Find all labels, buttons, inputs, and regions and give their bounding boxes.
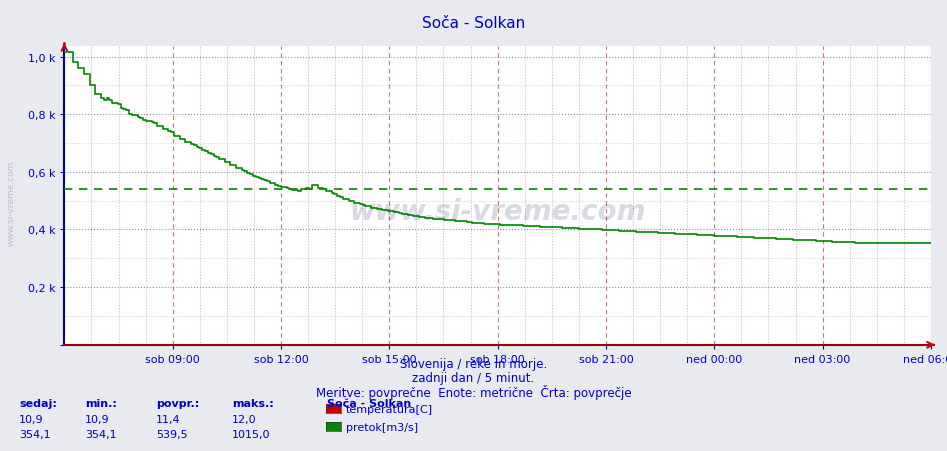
- Text: 12,0: 12,0: [232, 414, 257, 424]
- Text: maks.:: maks.:: [232, 398, 274, 408]
- Text: Soča - Solkan: Soča - Solkan: [327, 398, 411, 408]
- Text: Slovenija / reke in morje.: Slovenija / reke in morje.: [400, 357, 547, 370]
- Text: pretok[m3/s]: pretok[m3/s]: [346, 422, 418, 432]
- Text: sedaj:: sedaj:: [19, 398, 57, 408]
- Text: 354,1: 354,1: [19, 429, 50, 439]
- Text: 10,9: 10,9: [85, 414, 110, 424]
- Text: povpr.:: povpr.:: [156, 398, 200, 408]
- Text: 10,9: 10,9: [19, 414, 44, 424]
- Text: 11,4: 11,4: [156, 414, 181, 424]
- Text: temperatura[C]: temperatura[C]: [346, 404, 433, 414]
- Text: www.si-vreme.com: www.si-vreme.com: [7, 161, 16, 245]
- Text: 354,1: 354,1: [85, 429, 116, 439]
- Text: Soča - Solkan: Soča - Solkan: [421, 16, 526, 31]
- Text: www.si-vreme.com: www.si-vreme.com: [349, 197, 646, 225]
- Text: min.:: min.:: [85, 398, 117, 408]
- Text: Meritve: povprečne  Enote: metrične  Črta: povprečje: Meritve: povprečne Enote: metrične Črta:…: [315, 384, 632, 399]
- Text: zadnji dan / 5 minut.: zadnji dan / 5 minut.: [412, 371, 535, 384]
- Text: 1015,0: 1015,0: [232, 429, 271, 439]
- Text: 539,5: 539,5: [156, 429, 188, 439]
